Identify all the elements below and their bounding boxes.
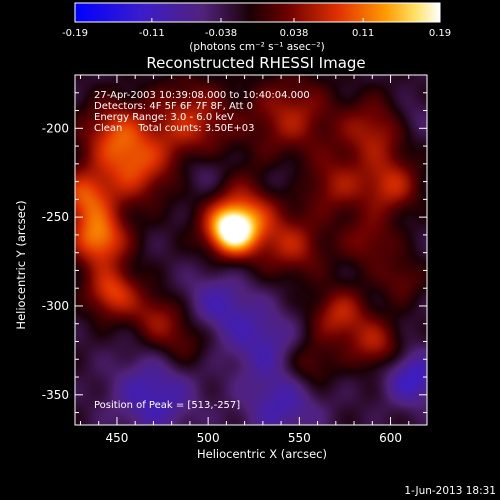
chart-title: Reconstructed RHESSI Image (146, 54, 365, 72)
footer-timestamp: 1-Jun-2013 18:31 (404, 485, 496, 497)
x-tick-label: 600 (379, 431, 402, 445)
colorbar-ticks: -0.19 -0.11 -0.038 0.038 0.11 0.19 (62, 18, 451, 39)
y-tick-label: -300 (42, 299, 69, 313)
annotation-time-range: 27-Apr-2003 10:39:08.000 to 10:40:04.000 (94, 90, 310, 101)
x-tick-label: 550 (288, 431, 311, 445)
x-axis-label: Heliocentric X (arcsec) (197, 447, 327, 461)
x-tick-label: 450 (105, 431, 128, 445)
annotation-energy-range: Energy Range: 3.0 - 6.0 keV (94, 112, 234, 123)
colorbar-units-label: (photons cm⁻² s⁻¹ asec⁻²) (189, 41, 324, 53)
y-tick-label: -350 (42, 388, 69, 402)
colorbar-tick-label: 0.19 (429, 28, 451, 39)
y-tick-label: -250 (42, 210, 69, 224)
colorbar-tick-label: -0.038 (205, 28, 237, 39)
info-annotations: 27-Apr-2003 10:39:08.000 to 10:40:04.000… (94, 90, 310, 411)
colorbar-gradient (74, 2, 441, 23)
annotation-peak-position: Position of Peak = [513,-257] (94, 400, 240, 411)
x-tick-label: 500 (197, 431, 220, 445)
colorbar-tick-label: 0.11 (352, 28, 374, 39)
colorbar: -0.19 -0.11 -0.038 0.038 0.11 0.19 (photons c… (62, 2, 451, 53)
axis-ticks: 450 500 550 600 -200 -250 -300 -350 (42, 74, 428, 445)
y-tick-label: -200 (42, 121, 69, 135)
colorbar-tick-label: 0.038 (280, 28, 309, 39)
annotation-counts: Clean Total counts: 3.50E+03 (94, 123, 254, 134)
plot-frame (74, 74, 428, 426)
y-axis-label: Heliocentric Y (arcsec) (14, 200, 28, 329)
colorbar-tick-label: -0.11 (139, 28, 165, 39)
colorbar-tick-label: -0.19 (62, 28, 88, 39)
annotation-detectors: Detectors: 4F 5F 6F 7F 8F, Att 0 (94, 101, 253, 112)
